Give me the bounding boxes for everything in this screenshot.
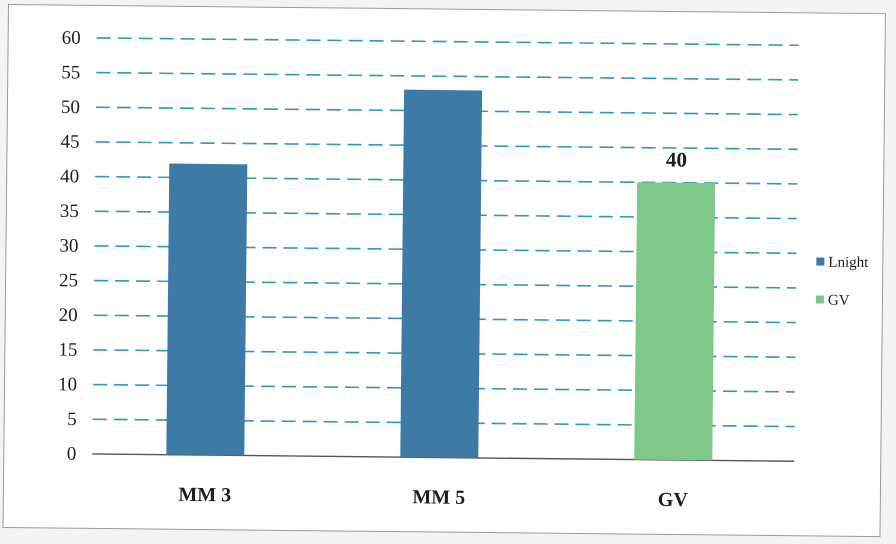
x-category-label: GV (658, 489, 689, 511)
y-tick-label: 45 (60, 132, 79, 153)
gridline (95, 141, 798, 151)
y-tick-label: 20 (59, 305, 78, 326)
y-tick-label: 55 (61, 62, 80, 83)
chart-frame: 0 5 10 15 20 25 30 35 40 45 50 55 60 MM 3 MM 5 40 GV Ln… (2, 4, 886, 538)
y-tick-label: 0 (67, 444, 77, 465)
x-category-label: MM 5 (412, 486, 465, 509)
y-tick-label: 35 (60, 201, 79, 222)
gridline (96, 37, 799, 47)
gridline (95, 106, 798, 116)
gridline (96, 71, 799, 81)
x-category-label: MM 3 (178, 484, 231, 507)
bar-gv (634, 182, 716, 461)
legend: Lnight GV (815, 255, 869, 309)
y-tick-label: 25 (59, 270, 78, 291)
y-tick-label: 10 (58, 374, 77, 395)
bars (166, 89, 716, 461)
y-tick-label: 30 (59, 236, 78, 257)
legend-label: Lnight (828, 255, 869, 271)
y-tick-label: 15 (58, 340, 77, 361)
labels: MM 3 MM 5 40 GV (178, 148, 689, 512)
bar-chart: 0 5 10 15 20 25 30 35 40 45 50 55 60 MM 3 MM 5 40 GV Ln… (58, 28, 869, 512)
legend-swatch (816, 257, 825, 266)
legend-label: GV (828, 293, 850, 309)
bar-mm-3 (166, 163, 248, 456)
data-label: 40 (666, 148, 687, 172)
y-tick-label: 50 (61, 97, 80, 118)
y-tick-label: 40 (60, 166, 79, 187)
y-tick-label: 5 (67, 409, 77, 430)
bar-mm-5 (400, 89, 483, 458)
legend-swatch (815, 295, 824, 304)
y-tick-label: 60 (62, 28, 81, 49)
